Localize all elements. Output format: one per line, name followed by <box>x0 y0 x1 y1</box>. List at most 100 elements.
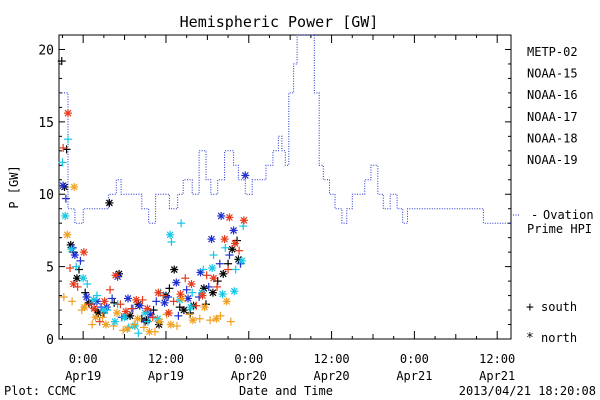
noaa-19-south-point <box>213 282 222 291</box>
noaa-19-south-point <box>202 271 211 280</box>
x-tick-date-label: Apr21 <box>479 369 515 383</box>
noaa-15-north-point <box>160 298 169 307</box>
noaa-15-south-point <box>225 251 234 260</box>
y-tick-label: 15 <box>38 116 54 131</box>
noaa-19-south-point <box>95 317 104 326</box>
noaa-19-north-point <box>154 288 163 297</box>
noaa-18-north-point <box>212 314 221 323</box>
star-d2 <box>59 182 67 189</box>
noaa-18-north-point <box>70 183 79 191</box>
noaa-15-north-point <box>59 181 68 190</box>
noaa-16-south-point <box>221 243 230 252</box>
noaa-19-south-point <box>148 313 157 322</box>
noaa-16-north-point <box>67 245 76 254</box>
metp-02-south-point <box>213 277 222 286</box>
star-d2 <box>122 308 130 315</box>
star-d2 <box>223 297 231 305</box>
noaa-18-north-point <box>166 320 175 329</box>
star-d2 <box>208 264 216 272</box>
noaa-18-north-point <box>177 294 186 303</box>
legend-north-symbol: * <box>526 331 534 346</box>
metp-02-north-point <box>170 265 179 274</box>
metp-02-south-point <box>165 284 174 293</box>
y-axis: 0 5 10 15 20 <box>38 34 511 348</box>
ovation-series <box>59 34 511 224</box>
star-d2 <box>180 306 188 314</box>
star-d2 <box>94 309 102 317</box>
star-d2 <box>154 289 162 297</box>
star-d2 <box>111 318 119 326</box>
noaa-18-north-point <box>91 313 100 322</box>
noaa-19-north-point <box>79 248 88 257</box>
noaa-18-south-point <box>130 320 139 329</box>
star-d2 <box>80 248 88 256</box>
noaa-16-north-point <box>218 290 227 299</box>
noaa-19-north-point <box>69 279 78 288</box>
noaa-15-north-point <box>82 293 91 302</box>
star-d2 <box>63 231 71 239</box>
star-d2 <box>124 295 132 302</box>
noaa-15-south-point <box>61 194 70 203</box>
noaa-18-north-point <box>112 308 121 317</box>
star-d2 <box>172 279 180 286</box>
noaa-18-north-point <box>145 327 154 336</box>
legend-item-noaa-18: NOAA-18 <box>527 131 578 145</box>
y-tick-label: 5 <box>46 261 54 276</box>
metp-02-south-point <box>57 57 66 66</box>
noaa-19-south-point <box>59 143 68 152</box>
noaa-15-north-point <box>229 226 238 235</box>
noaa-15-south-point <box>152 297 161 306</box>
legend-south-symbol: + <box>526 300 534 315</box>
star-d2 <box>198 289 206 297</box>
star-d2 <box>167 321 175 328</box>
noaa-16-south-point <box>83 279 92 288</box>
star-d2 <box>156 318 164 326</box>
x-axis: 0:00 Apr19 12:00 Apr19 0:00 Apr20 12:00 Apr20 0:… <box>61 35 515 383</box>
noaa-19-north-point <box>209 274 218 283</box>
plot-frame <box>58 34 512 340</box>
noaa-18-north-point <box>222 297 231 306</box>
star-d2 <box>112 271 120 279</box>
noaa-19-north-point <box>164 308 173 317</box>
star-d2 <box>231 240 239 247</box>
legend-item-noaa-17: NOAA-17 <box>527 110 578 124</box>
noaa-18-north-point <box>188 316 197 325</box>
star-d2 <box>166 231 174 239</box>
noaa-18-south-point <box>98 313 107 322</box>
star-d2 <box>145 328 153 336</box>
metp-02-south-point <box>186 308 195 317</box>
metp-02-south-point <box>62 145 71 154</box>
noaa-15-south-point <box>76 256 85 265</box>
noaa-16-south-point <box>188 288 197 297</box>
noaa-19-south-point <box>106 285 115 294</box>
noaa-16-south-point <box>167 238 176 247</box>
legend-ovation-label-1: Ovation <box>543 208 594 222</box>
noaa-16-south-point <box>177 219 186 228</box>
star-d2 <box>79 274 87 282</box>
star-d2 <box>217 212 225 220</box>
star-d2 <box>101 297 108 305</box>
noaa-15-south-point <box>164 293 173 302</box>
noaa-16-north-point <box>186 303 195 312</box>
star-d2 <box>83 293 91 301</box>
noaa-18-north-point <box>63 230 72 239</box>
star-d2 <box>238 257 246 265</box>
x-tick-date-label: Apr20 <box>231 369 267 383</box>
noaa-18-south-point <box>59 293 68 302</box>
metp-02-north-point <box>179 306 188 315</box>
star-d2 <box>212 315 220 323</box>
noaa-16-south-point <box>92 291 101 300</box>
noaa-16-south-point <box>134 329 143 338</box>
star-d2 <box>201 303 209 311</box>
noaa-15-south-point <box>182 285 191 294</box>
noaa-18-south-point <box>68 297 77 306</box>
footer-credit: Plot: CCMC <box>4 384 76 398</box>
noaa-15-north-point <box>70 251 79 260</box>
noaa-19-north-point <box>220 235 229 244</box>
noaa-19-north-point <box>90 304 99 313</box>
noaa-16-north-point <box>130 321 139 330</box>
noaa-16-north-point <box>89 295 98 304</box>
star-d2 <box>241 171 249 179</box>
x-tick-time-label: 12:00 <box>148 352 184 366</box>
